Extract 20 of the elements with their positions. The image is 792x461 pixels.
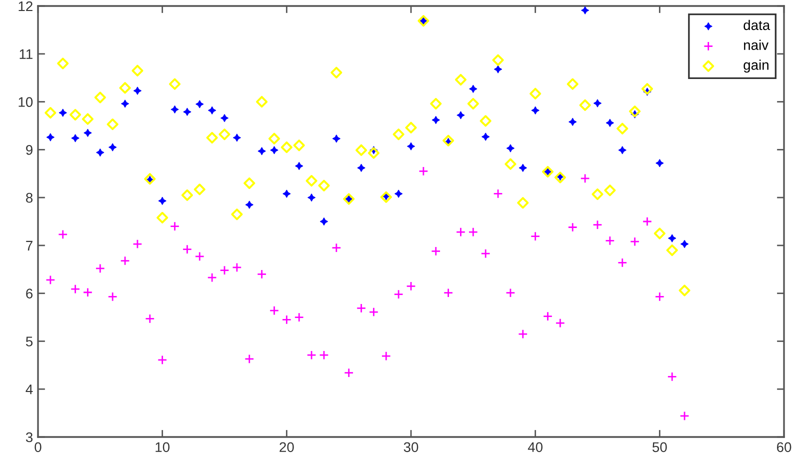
x-tick-label: 30: [404, 442, 418, 452]
x-tick-label: 60: [776, 442, 792, 452]
y-tick-label: 3: [26, 432, 33, 442]
x-tick-label: 50: [652, 442, 667, 452]
y-tick-label: 10: [18, 97, 33, 107]
y-tick-label: 9: [26, 145, 32, 155]
x-tick-label: 10: [156, 442, 170, 452]
y-tick-label: 7: [26, 240, 32, 250]
x-tick-label: 20: [280, 442, 294, 452]
x-tick-label: 0: [34, 442, 42, 452]
legend-label: data: [744, 20, 770, 30]
y-tick-label: 4: [26, 384, 33, 394]
y-tick-label: 5: [26, 336, 33, 346]
legend-label: gain: [744, 60, 768, 73]
x-tick-label: 40: [528, 442, 543, 452]
legend-label: naiv: [744, 40, 769, 50]
y-tick-label: 12: [18, 1, 32, 12]
y-tick-label: 6: [26, 288, 33, 299]
y-tick-label: 11: [20, 49, 32, 59]
y-tick-label: 8: [26, 192, 33, 203]
